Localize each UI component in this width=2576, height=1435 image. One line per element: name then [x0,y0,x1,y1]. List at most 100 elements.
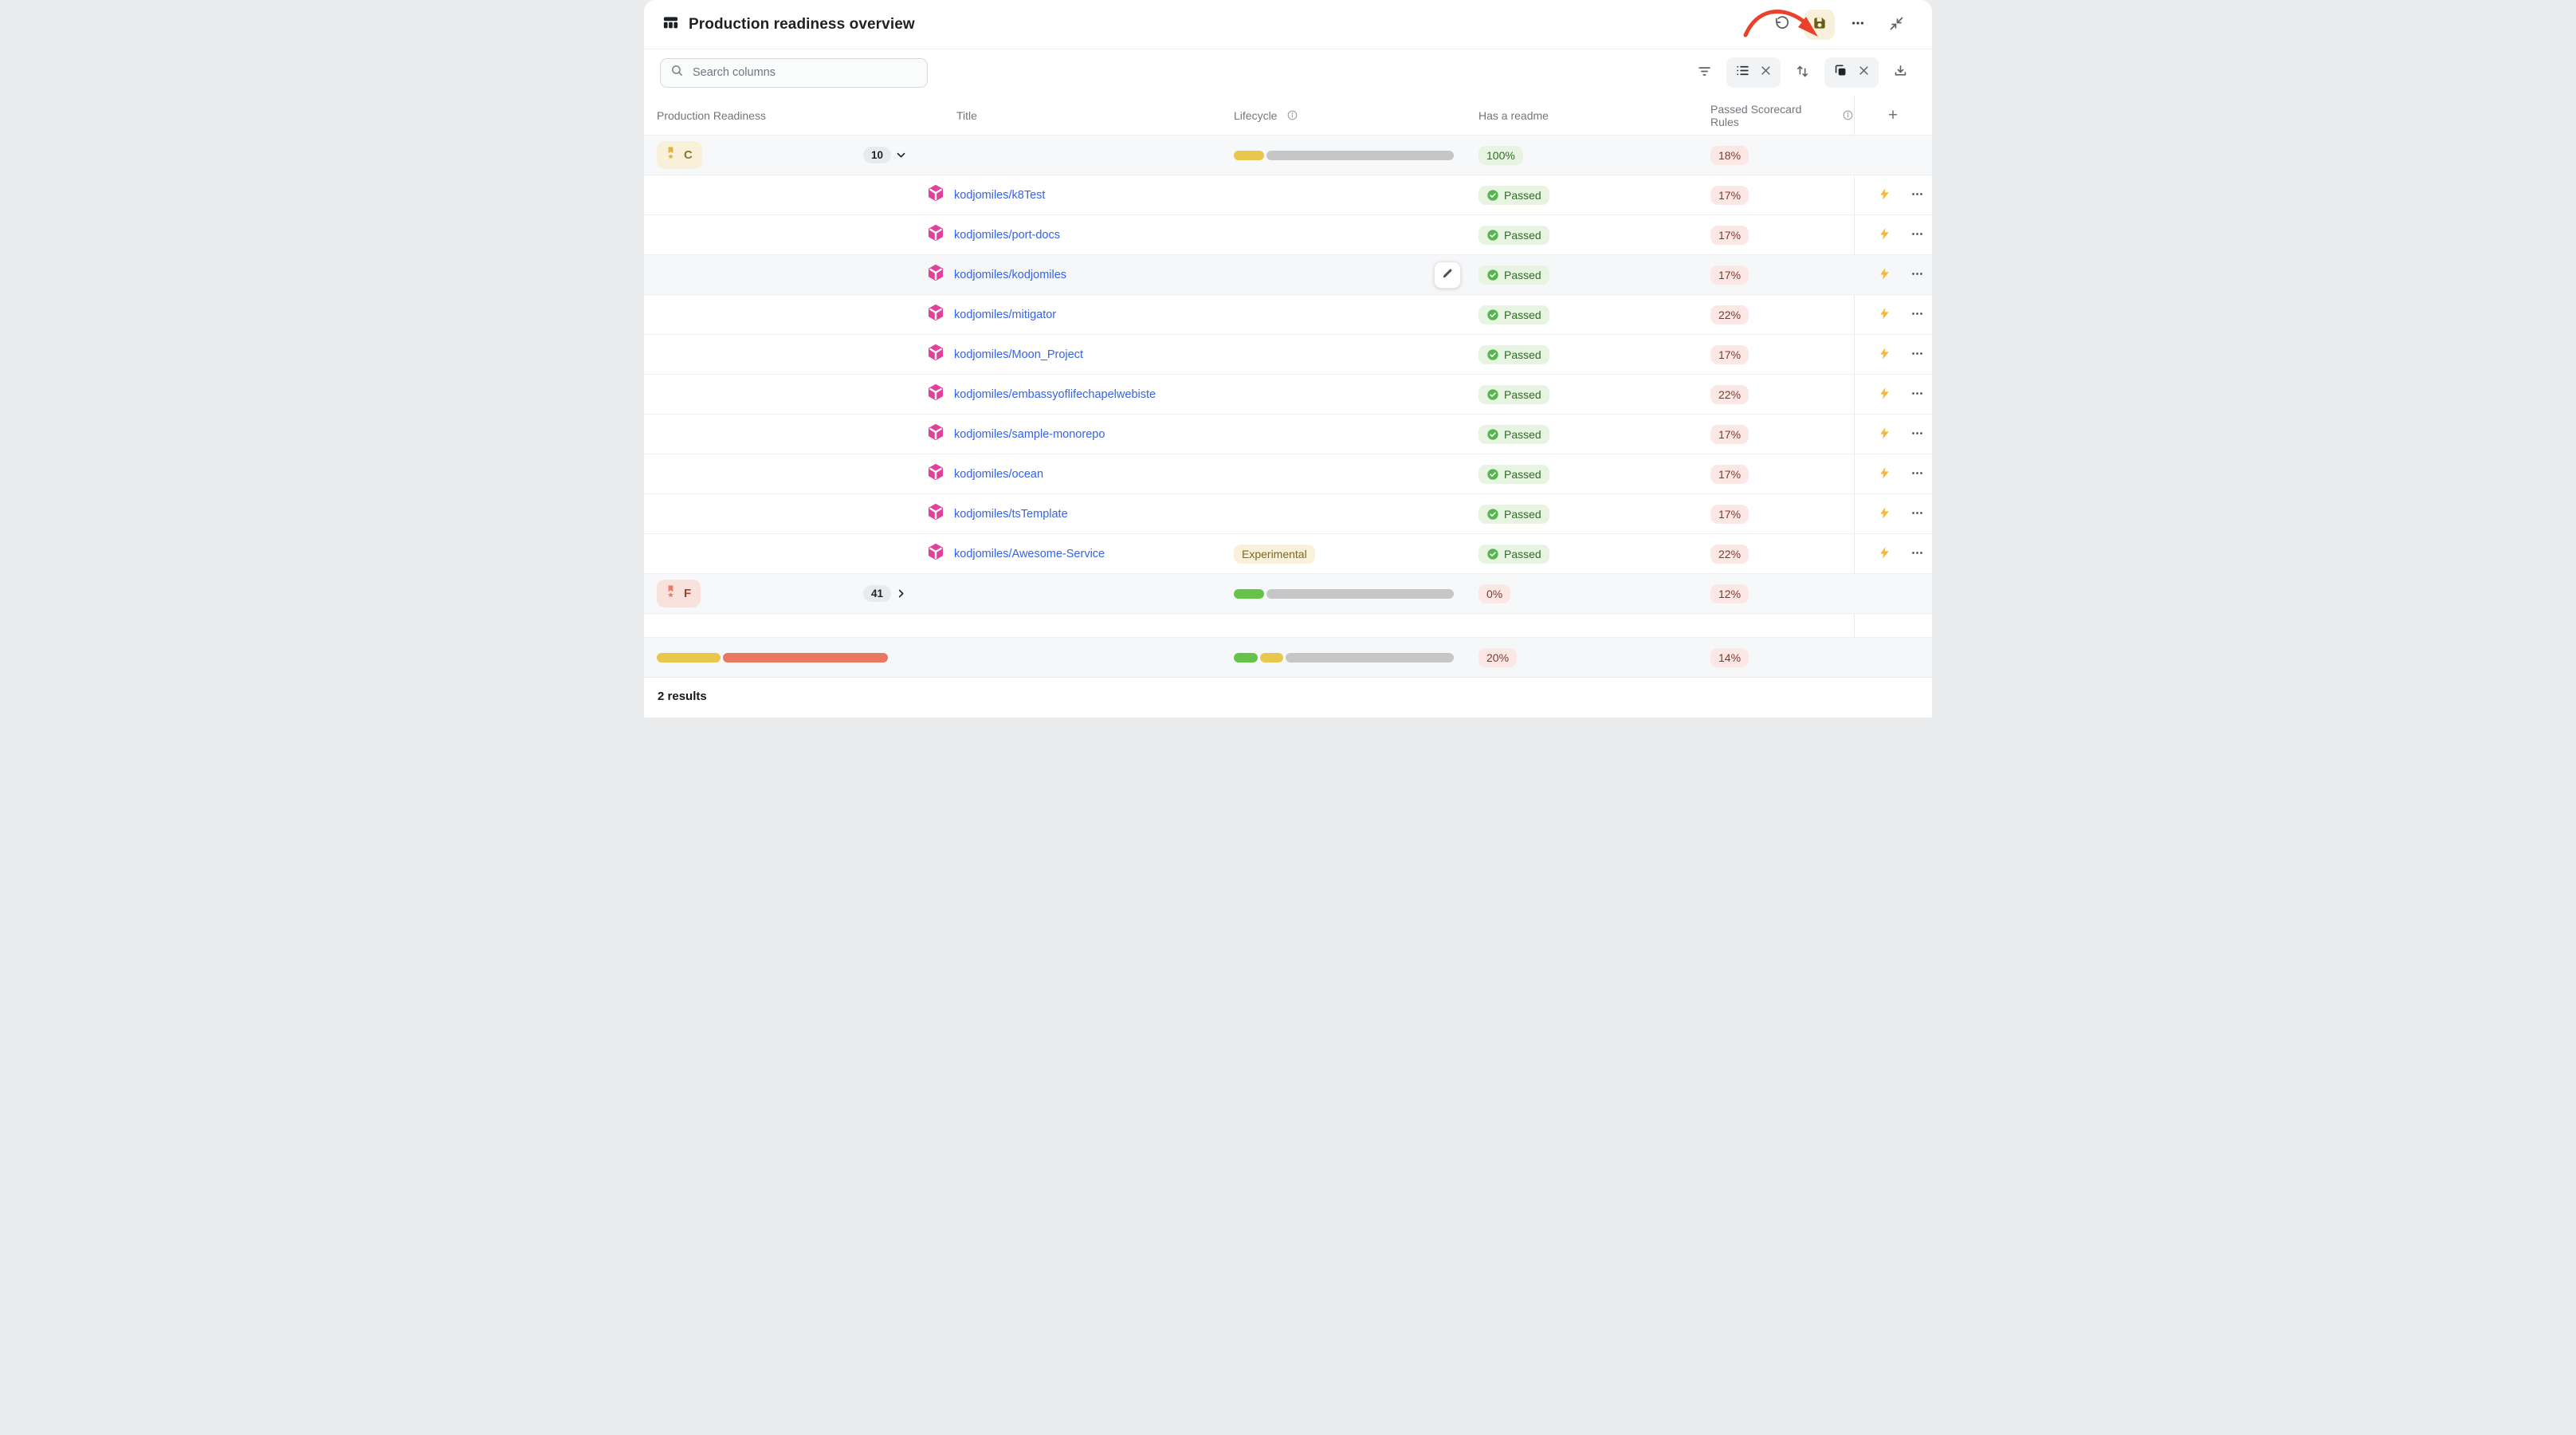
run-action-button[interactable] [1876,305,1893,325]
search-icon [670,64,684,81]
entity-link[interactable]: kodjomiles/mitigator [954,308,1057,321]
check-circle-icon [1486,508,1499,521]
score-percent-badge: 17% [1710,424,1749,444]
more-icon [1850,15,1866,33]
col-title[interactable]: Title [956,108,977,122]
row-more-button[interactable] [1909,345,1926,364]
entity-cube-icon [928,463,944,485]
readme-status-label: Passed [1504,387,1541,401]
column-header-row: Production Readiness Title Lifecycle Has… [644,96,1932,136]
search-input[interactable] [691,65,917,80]
score-percent-badge: 22% [1710,305,1749,324]
row-more-button[interactable] [1909,265,1926,285]
table-row[interactable]: kodjomiles/port-docs Passed 17% [644,215,1932,255]
group-by-active-pill[interactable] [1726,57,1781,88]
download-button[interactable] [1890,61,1911,85]
table-row[interactable]: kodjomiles/tsTemplate Passed 17% [644,494,1932,534]
readme-status-badge: Passed [1478,464,1549,484]
entity-cube-icon [928,224,944,246]
more-options-button[interactable] [1843,10,1873,40]
run-action-button[interactable] [1876,464,1893,485]
check-circle-icon [1486,348,1499,361]
table-row[interactable]: kodjomiles/ocean Passed 17% [644,454,1932,494]
table-row[interactable]: kodjomiles/sample-monorepo Passed 17% [644,415,1932,454]
check-circle-icon [1486,548,1499,560]
entity-link[interactable]: kodjomiles/ocean [954,467,1044,481]
table-row[interactable]: kodjomiles/kodjomiles Passed 17% [644,255,1932,295]
col-lifecycle[interactable]: Lifecycle [1234,108,1278,122]
table-row[interactable]: kodjomiles/embassyoflifechapelwebiste Pa… [644,375,1932,415]
lifecycle-badge: Experimental [1234,544,1315,564]
table-footer: 2 results [644,678,1932,718]
row-more-button[interactable] [1909,425,1926,444]
readme-status-badge: Passed [1478,424,1549,444]
readme-status-label: Passed [1504,268,1541,281]
search-columns-input-wrap[interactable] [660,57,928,88]
row-more-button[interactable] [1909,186,1926,205]
clear-group-by-icon[interactable] [1760,65,1772,81]
entity-cube-icon [928,264,944,285]
entity-link[interactable]: kodjomiles/kodjomiles [954,268,1067,281]
widget-header: Production readiness overview [644,0,1932,49]
run-action-button[interactable] [1876,344,1893,365]
entity-cube-icon [928,184,944,206]
run-action-button[interactable] [1876,544,1893,564]
row-more-button[interactable] [1909,305,1926,324]
group-row-f[interactable]: F 41 0% 12% [644,574,1932,614]
table: Production Readiness Title Lifecycle Has… [644,96,1932,678]
check-circle-icon [1486,229,1499,242]
row-more-button[interactable] [1909,226,1926,245]
readme-status-badge: Passed [1478,384,1549,404]
row-more-icon [1910,506,1924,522]
run-action-button[interactable] [1876,424,1893,445]
table-row[interactable]: kodjomiles/k8Test Passed 17% [644,175,1932,215]
run-action-button[interactable] [1876,185,1893,206]
row-more-button[interactable] [1909,385,1926,404]
run-action-button[interactable] [1876,265,1893,285]
row-more-icon [1910,347,1924,363]
entity-link[interactable]: kodjomiles/Moon_Project [954,348,1083,361]
entity-link[interactable]: kodjomiles/sample-monorepo [954,427,1105,441]
entity-link[interactable]: kodjomiles/embassyoflifechapelwebiste [954,387,1156,401]
run-action-button[interactable] [1876,225,1893,246]
readme-status-label: Passed [1504,467,1541,481]
col-passed-scorecard-rules[interactable]: Passed Scorecard Rules [1710,102,1802,128]
filter-button[interactable] [1694,61,1715,85]
table-row[interactable]: kodjomiles/Moon_Project Passed 17% [644,335,1932,375]
check-circle-icon [1486,428,1499,441]
bar-segment [1234,150,1265,160]
edit-cell-button[interactable] [1434,261,1461,289]
bar-segment [657,652,721,662]
entity-link[interactable]: kodjomiles/port-docs [954,228,1060,242]
bar-segment [1234,652,1258,662]
undo-button[interactable] [1766,10,1797,40]
clear-copy-icon[interactable] [1858,65,1870,81]
production-readiness-summary-bar [657,652,888,662]
chevron-right-icon[interactable] [895,588,907,600]
collapse-button[interactable] [1881,10,1911,40]
entity-link[interactable]: kodjomiles/Awesome-Service [954,547,1105,560]
col-has-readme[interactable]: Has a readme [1478,108,1549,122]
table-row[interactable]: kodjomiles/Awesome-Service Experimental … [644,534,1932,574]
row-more-icon [1910,187,1924,203]
copy-view-active-pill[interactable] [1824,57,1879,88]
row-more-button[interactable] [1909,545,1926,564]
add-column-button[interactable]: + [1887,106,1899,124]
entity-link[interactable]: kodjomiles/tsTemplate [954,507,1068,521]
lifecycle-distribution-bar [1234,150,1454,160]
sort-button[interactable] [1792,61,1813,85]
row-more-button[interactable] [1909,505,1926,524]
save-button[interactable] [1804,9,1835,40]
run-action-button[interactable] [1876,384,1893,405]
row-more-button[interactable] [1909,465,1926,484]
score-percent-badge: 22% [1710,544,1749,564]
entity-link[interactable]: kodjomiles/k8Test [954,188,1046,202]
readme-status-label: Passed [1504,427,1541,441]
col-production-readiness[interactable]: Production Readiness [657,108,766,122]
readme-status-badge: Passed [1478,344,1549,364]
table-row[interactable]: kodjomiles/mitigator Passed 22% [644,295,1932,335]
run-action-button[interactable] [1876,504,1893,525]
row-more-icon [1910,307,1924,323]
group-row-c[interactable]: C 10 100% 18% [644,136,1932,175]
chevron-down-icon[interactable] [895,149,907,161]
